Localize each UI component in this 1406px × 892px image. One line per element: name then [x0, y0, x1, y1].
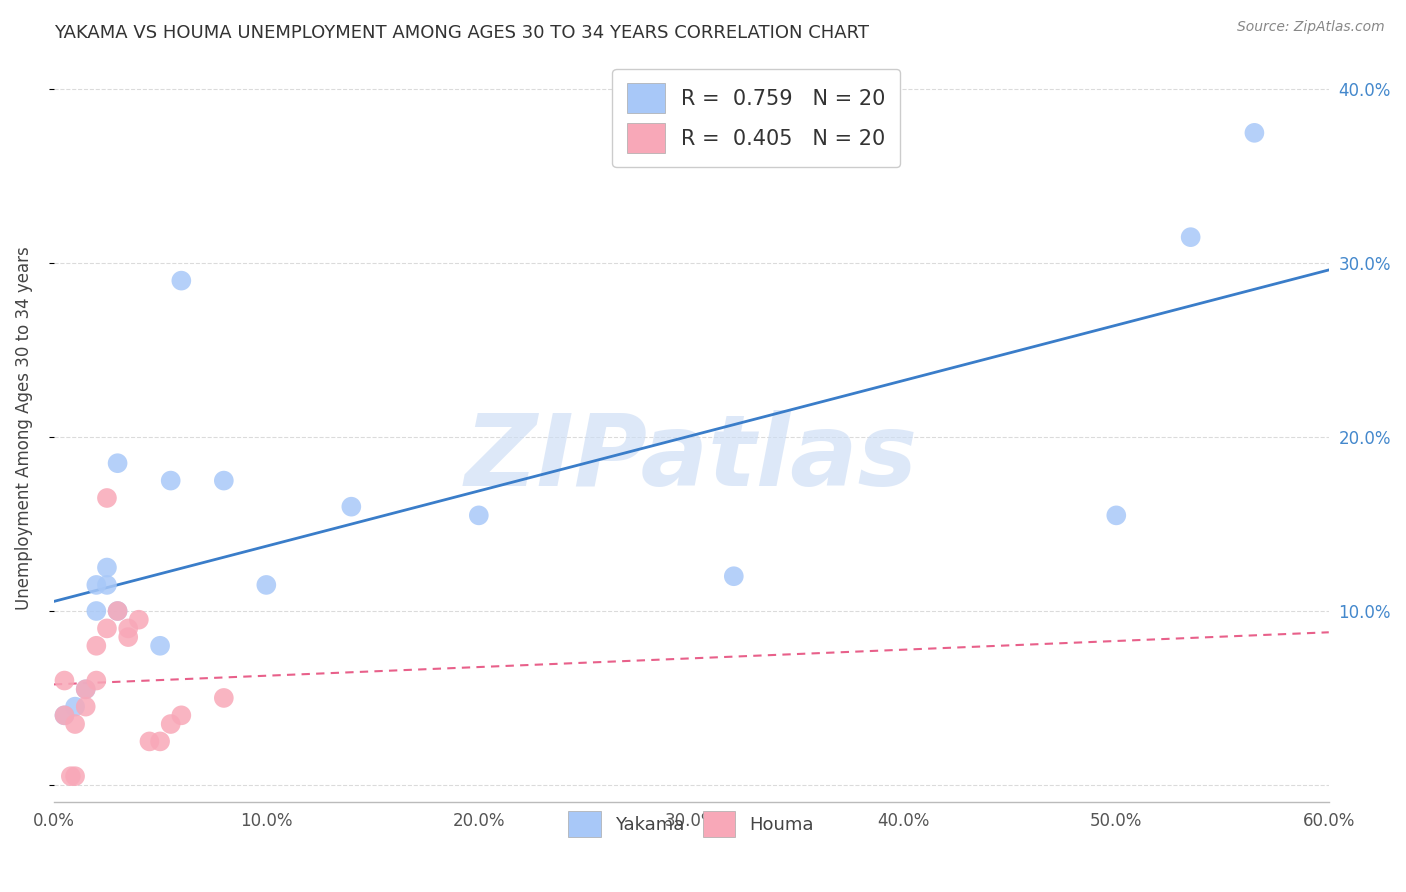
- Point: [75, 699, 97, 714]
- Point: [75, 682, 97, 697]
- Point: [96, 621, 118, 635]
- Point: [1243, 126, 1265, 140]
- Point: [1180, 230, 1202, 244]
- Point: [723, 569, 745, 583]
- Point: [63, 699, 86, 714]
- Point: [128, 613, 150, 627]
- Point: [53, 708, 76, 723]
- Point: [340, 500, 363, 514]
- Point: [96, 491, 118, 505]
- Point: [159, 474, 181, 488]
- Point: [170, 274, 193, 288]
- Point: [63, 717, 86, 731]
- Text: Source: ZipAtlas.com: Source: ZipAtlas.com: [1237, 20, 1385, 34]
- Point: [86, 578, 108, 592]
- Point: [53, 708, 76, 723]
- Point: [59, 769, 82, 783]
- Point: [107, 604, 129, 618]
- Point: [96, 578, 118, 592]
- Point: [86, 673, 108, 688]
- Point: [138, 734, 160, 748]
- Point: [149, 734, 172, 748]
- Text: YAKAMA VS HOUMA UNEMPLOYMENT AMONG AGES 30 TO 34 YEARS CORRELATION CHART: YAKAMA VS HOUMA UNEMPLOYMENT AMONG AGES …: [53, 24, 869, 42]
- Point: [468, 508, 491, 523]
- Point: [63, 769, 86, 783]
- Point: [107, 456, 129, 470]
- Point: [149, 639, 172, 653]
- Point: [86, 639, 108, 653]
- Point: [170, 708, 193, 723]
- Point: [212, 690, 235, 705]
- Point: [212, 474, 235, 488]
- Text: ZIPatlas: ZIPatlas: [465, 409, 918, 507]
- Point: [86, 604, 108, 618]
- Point: [96, 560, 118, 574]
- Point: [254, 578, 277, 592]
- Point: [53, 673, 76, 688]
- Point: [75, 682, 97, 697]
- Y-axis label: Unemployment Among Ages 30 to 34 years: Unemployment Among Ages 30 to 34 years: [15, 246, 32, 610]
- Point: [1105, 508, 1128, 523]
- Point: [117, 630, 139, 644]
- Legend: Yakama, Houma: Yakama, Houma: [560, 802, 824, 846]
- Point: [159, 717, 181, 731]
- Point: [117, 621, 139, 635]
- Point: [107, 604, 129, 618]
